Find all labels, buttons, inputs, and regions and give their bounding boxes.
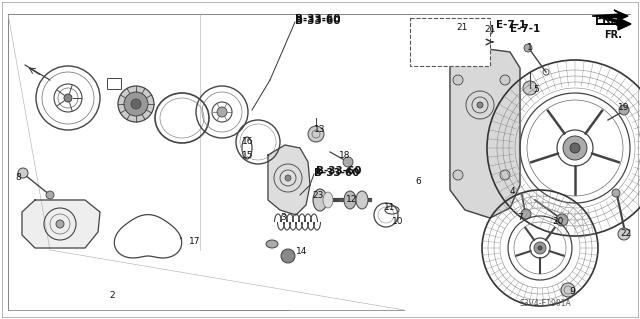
- Text: 5: 5: [533, 85, 539, 94]
- Polygon shape: [592, 10, 628, 22]
- Text: 13: 13: [314, 125, 326, 135]
- Circle shape: [124, 92, 148, 116]
- Text: 23: 23: [312, 190, 324, 199]
- Polygon shape: [596, 18, 631, 30]
- Text: 15: 15: [243, 151, 253, 160]
- Circle shape: [534, 242, 546, 254]
- Text: 19: 19: [618, 103, 630, 113]
- Polygon shape: [268, 145, 310, 215]
- Bar: [107, 78, 121, 89]
- Text: 8: 8: [15, 174, 21, 182]
- Polygon shape: [450, 48, 520, 218]
- Text: B-33-60: B-33-60: [316, 166, 362, 176]
- Circle shape: [118, 86, 154, 122]
- Circle shape: [18, 168, 28, 178]
- Circle shape: [343, 157, 353, 167]
- Circle shape: [524, 44, 532, 52]
- Circle shape: [483, 25, 493, 35]
- Circle shape: [500, 170, 510, 180]
- Text: 1: 1: [527, 43, 533, 53]
- Circle shape: [618, 228, 630, 240]
- Text: FR.: FR.: [595, 15, 614, 25]
- Ellipse shape: [344, 191, 356, 209]
- Polygon shape: [22, 200, 100, 248]
- Bar: [410, 18, 490, 66]
- Text: 12: 12: [346, 196, 358, 204]
- Text: 9: 9: [569, 287, 575, 296]
- Circle shape: [570, 143, 580, 153]
- Circle shape: [556, 214, 568, 226]
- Text: FR.: FR.: [604, 30, 622, 40]
- Text: 21: 21: [456, 24, 468, 33]
- Text: 18: 18: [339, 151, 351, 160]
- Circle shape: [453, 75, 463, 85]
- Circle shape: [477, 102, 483, 108]
- Circle shape: [619, 105, 629, 115]
- Text: 21: 21: [484, 26, 496, 34]
- Circle shape: [281, 249, 295, 263]
- Circle shape: [131, 99, 141, 109]
- Text: 3: 3: [280, 213, 286, 222]
- Circle shape: [500, 75, 510, 85]
- Ellipse shape: [356, 191, 368, 209]
- Text: 14: 14: [296, 248, 308, 256]
- Circle shape: [285, 175, 291, 181]
- Circle shape: [612, 189, 620, 197]
- Circle shape: [563, 136, 587, 160]
- Text: 6: 6: [415, 177, 421, 187]
- Circle shape: [453, 170, 463, 180]
- Text: 20: 20: [552, 218, 564, 226]
- Circle shape: [460, 25, 470, 35]
- Ellipse shape: [323, 192, 333, 208]
- Circle shape: [561, 283, 575, 297]
- Ellipse shape: [313, 189, 327, 211]
- Text: 10: 10: [392, 218, 404, 226]
- Text: B-33-60: B-33-60: [295, 16, 340, 26]
- Circle shape: [46, 191, 54, 199]
- Text: 7: 7: [517, 213, 523, 222]
- Circle shape: [523, 81, 537, 95]
- Text: B-33-60: B-33-60: [295, 14, 340, 24]
- Text: 2: 2: [109, 291, 115, 300]
- Text: B-33-60: B-33-60: [314, 168, 360, 178]
- Text: 22: 22: [620, 229, 632, 239]
- Text: S3V4-E1901A: S3V4-E1901A: [519, 299, 571, 308]
- Circle shape: [217, 107, 227, 117]
- Text: E-7-1: E-7-1: [510, 24, 540, 34]
- Text: 17: 17: [189, 238, 201, 247]
- Circle shape: [521, 209, 531, 219]
- Text: E-7-1: E-7-1: [496, 20, 526, 30]
- Text: 16: 16: [243, 137, 253, 146]
- Circle shape: [56, 220, 64, 228]
- Circle shape: [64, 94, 72, 102]
- Text: 4: 4: [509, 188, 515, 197]
- Circle shape: [308, 126, 324, 142]
- Circle shape: [538, 246, 542, 250]
- Text: 11: 11: [384, 204, 396, 212]
- Ellipse shape: [266, 240, 278, 248]
